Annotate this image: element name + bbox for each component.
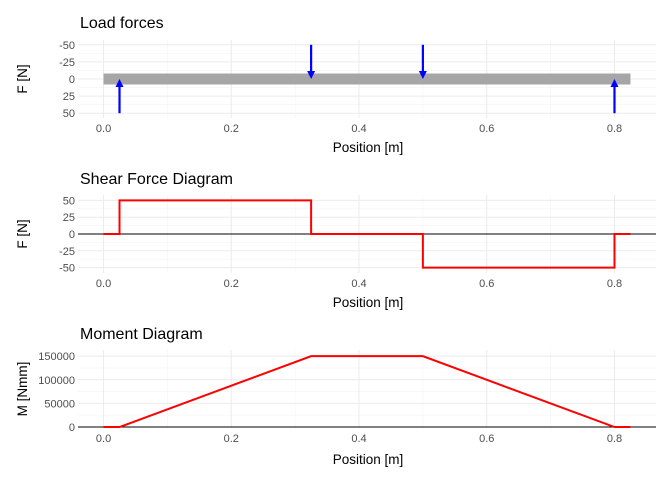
load-x-tick-label: 0.6 bbox=[479, 123, 494, 135]
shear-force-marks bbox=[78, 199, 656, 269]
shear-force-title: Shear Force Diagram bbox=[80, 171, 233, 188]
moment-y-tick-label: 50000 bbox=[44, 398, 75, 410]
shear-x-tick-label: 0.2 bbox=[224, 278, 239, 290]
force-arrow bbox=[418, 44, 427, 79]
shear-y-tick-label: 25 bbox=[63, 212, 75, 224]
moment-panel: Moment Diagram 150000 100000 50000 0 0.0 0.2… bbox=[15, 326, 656, 467]
load-x-tick-label: 0.2 bbox=[224, 123, 239, 135]
moment-y-tick-label: 100000 bbox=[38, 375, 75, 387]
load-y-tick-label: 50 bbox=[63, 108, 75, 120]
force-arrow bbox=[307, 44, 316, 79]
moment-x-tick-label: 0.4 bbox=[351, 433, 366, 445]
moment-gridlines bbox=[78, 350, 656, 428]
shear-x-tick-label: 0.8 bbox=[607, 278, 622, 290]
load-forces-title: Load forces bbox=[80, 15, 164, 32]
shear-x-tick-label: 0.4 bbox=[351, 278, 366, 290]
force-arrow-head bbox=[610, 79, 619, 87]
shear-series-line bbox=[103, 199, 631, 269]
load-y-tick-label: -50 bbox=[59, 40, 75, 52]
load-y-tick-label: -25 bbox=[59, 57, 75, 69]
shear-y-tick-label: 50 bbox=[63, 195, 75, 207]
shear-force-x-axis-title: Position [m] bbox=[333, 295, 404, 310]
force-arrow bbox=[610, 79, 619, 114]
moment-x-tick-label: 0.6 bbox=[479, 433, 494, 445]
moment-x-tick-label: 0.0 bbox=[96, 433, 111, 445]
shear-force-y-tick-labels: 50 25 0 -25 -50 bbox=[59, 195, 75, 274]
moment-series-line bbox=[103, 355, 631, 429]
moment-x-axis-title: Position [m] bbox=[333, 452, 404, 467]
moment-x-tick-label: 0.2 bbox=[224, 433, 239, 445]
shear-y-tick-label: -25 bbox=[59, 246, 75, 258]
load-forces-x-tick-labels: 0.0 0.2 0.4 0.6 0.8 bbox=[96, 123, 622, 135]
moment-y-tick-labels: 150000 100000 50000 0 bbox=[38, 351, 75, 434]
moment-title: Moment Diagram bbox=[80, 326, 203, 343]
beam-bar bbox=[103, 73, 631, 85]
shear-force-y-axis-title: F [N] bbox=[15, 219, 30, 248]
shear-x-tick-label: 0.0 bbox=[96, 278, 111, 290]
shear-force-x-tick-labels: 0.0 0.2 0.4 0.6 0.8 bbox=[96, 278, 622, 290]
load-x-tick-label: 0.0 bbox=[96, 123, 111, 135]
moment-marks bbox=[78, 355, 656, 429]
moment-y-axis-title: M [Nmm] bbox=[15, 362, 30, 417]
moment-x-tick-labels: 0.0 0.2 0.4 0.6 0.8 bbox=[96, 433, 622, 445]
load-x-tick-label: 0.8 bbox=[607, 123, 622, 135]
load-forces-y-axis-title: F [N] bbox=[15, 64, 30, 93]
moment-x-tick-label: 0.8 bbox=[607, 433, 622, 445]
moment-y-tick-label: 150000 bbox=[38, 351, 75, 363]
load-x-tick-label: 0.4 bbox=[351, 123, 366, 135]
load-forces-marks bbox=[103, 44, 631, 114]
load-forces-y-tick-labels: -50 -25 0 25 50 bbox=[59, 40, 75, 120]
force-arrow bbox=[115, 79, 124, 114]
force-arrow-head bbox=[307, 71, 316, 79]
load-forces-x-axis-title: Position [m] bbox=[333, 140, 404, 155]
load-y-tick-label: 0 bbox=[69, 74, 75, 86]
load-y-tick-label: 25 bbox=[63, 91, 75, 103]
force-arrow-head bbox=[418, 71, 427, 79]
shear-x-tick-label: 0.6 bbox=[479, 278, 494, 290]
shear-y-tick-label: -50 bbox=[59, 263, 75, 275]
force-arrow-head bbox=[115, 79, 124, 87]
moment-y-tick-label: 0 bbox=[69, 422, 75, 434]
shear-y-tick-label: 0 bbox=[69, 229, 75, 241]
